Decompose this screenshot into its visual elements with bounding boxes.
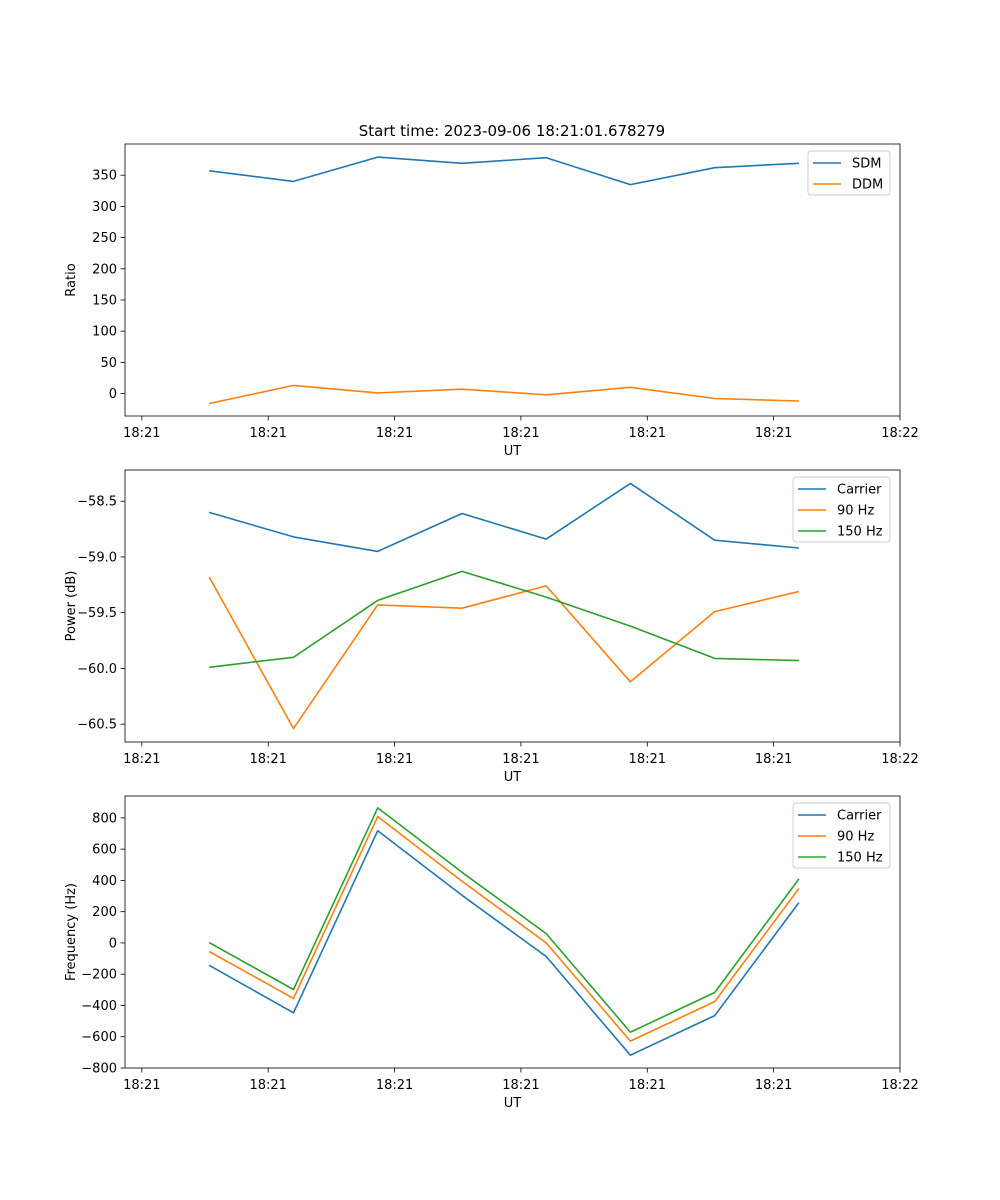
x-tick-label: 18:21 (249, 752, 286, 767)
legend-box (792, 802, 891, 869)
x-tick-label: 18:21 (755, 426, 792, 441)
y-axis-label: Ratio (64, 263, 79, 296)
y-tick-label: 400 (92, 874, 117, 889)
x-tick-label: 18:21 (249, 1078, 286, 1093)
y-tick-label: 300 (92, 200, 117, 215)
x-tick-label: 18:21 (123, 1078, 160, 1093)
y-tick-label: −600 (81, 1030, 117, 1045)
y-axis-label: Power (dB) (64, 571, 79, 642)
x-tick-label: 18:21 (629, 426, 666, 441)
y-tick-label: 50 (100, 356, 117, 371)
x-tick-label: 18:21 (755, 752, 792, 767)
y-tick-label: −60.5 (77, 718, 117, 733)
frequency-panel: 18:21 18:21 18:21 18:21 18:21 18:21 18:22 −800 −… (64, 795, 919, 1111)
legend-label: 90 Hz (837, 504, 874, 519)
legend-label: DDM (852, 178, 883, 193)
x-tick-label: 18:21 (755, 1078, 792, 1093)
y-tick-label: 350 (92, 169, 117, 184)
y-tick-label: −400 (81, 999, 117, 1014)
x-tick-label: 18:22 (881, 1078, 918, 1093)
y-tick-label: −800 (81, 1062, 117, 1077)
y-tick-label: 200 (92, 262, 117, 277)
series-line-150-hz (209, 570, 799, 669)
legend-label: Carrier (837, 809, 882, 824)
y-tick-label: 150 (92, 293, 117, 308)
x-tick-label: 18:21 (629, 752, 666, 767)
legend-label: 90 Hz (837, 830, 874, 845)
y-tick-label: −59.5 (77, 606, 117, 621)
y-tick-label: 100 (92, 325, 117, 340)
series-line-150-hz (208, 807, 800, 1033)
legend-label: SDM (852, 157, 881, 172)
x-tick-label: 18:21 (376, 1078, 413, 1093)
legend-label: Carrier (837, 483, 882, 498)
series-line-carrier (208, 482, 799, 553)
axes-frame (124, 795, 901, 1069)
x-tick-label: 18:21 (502, 752, 539, 767)
x-tick-label: 18:21 (376, 426, 413, 441)
y-tick-label: 250 (92, 231, 117, 246)
legend-box (792, 476, 891, 543)
legend-label: 150 Hz (837, 525, 883, 540)
y-tick-label: −200 (81, 968, 117, 983)
y-tick-label: −59.0 (77, 550, 117, 565)
ratio-panel: 18:21 18:21 18:21 18:21 18:21 18:21 18:22 0 50 10… (64, 143, 919, 459)
x-axis-label: UT (504, 444, 522, 459)
series-line-90-hz (208, 815, 800, 1042)
y-tick-label: 0 (109, 936, 117, 951)
series-line-carrier (208, 829, 800, 1056)
y-tick-label: −60.0 (77, 662, 117, 677)
y-tick-label: 800 (92, 811, 117, 826)
x-tick-label: 18:21 (502, 1078, 539, 1093)
y-axis-label: Frequency (Hz) (64, 883, 79, 981)
chart-title: Start time: 2023-09-06 18:21:01.678279 (359, 122, 665, 140)
series-line-90-hz (208, 576, 800, 730)
x-tick-label: 18:21 (629, 1078, 666, 1093)
x-tick-label: 18:21 (376, 752, 413, 767)
y-tick-label: −58.5 (77, 495, 117, 510)
x-tick-label: 18:21 (123, 752, 160, 767)
power-panel: 18:21 18:21 18:21 18:21 18:21 18:21 18:22 −60.5… (64, 469, 919, 785)
axes-frame (124, 469, 901, 743)
series-line-ddm (209, 384, 799, 405)
legend-label: 150 Hz (837, 851, 883, 866)
series-line-sdm (209, 156, 799, 186)
x-axis-label: UT (504, 1096, 522, 1111)
x-axis-label: UT (504, 770, 522, 785)
x-tick-label: 18:22 (881, 752, 918, 767)
y-tick-label: 600 (92, 843, 117, 858)
x-tick-label: 18:21 (502, 426, 539, 441)
axes-frame (124, 143, 901, 417)
x-tick-label: 18:21 (249, 426, 286, 441)
x-tick-label: 18:22 (881, 426, 918, 441)
y-tick-label: 200 (92, 905, 117, 920)
x-tick-label: 18:21 (123, 426, 160, 441)
y-tick-label: 0 (109, 387, 117, 402)
